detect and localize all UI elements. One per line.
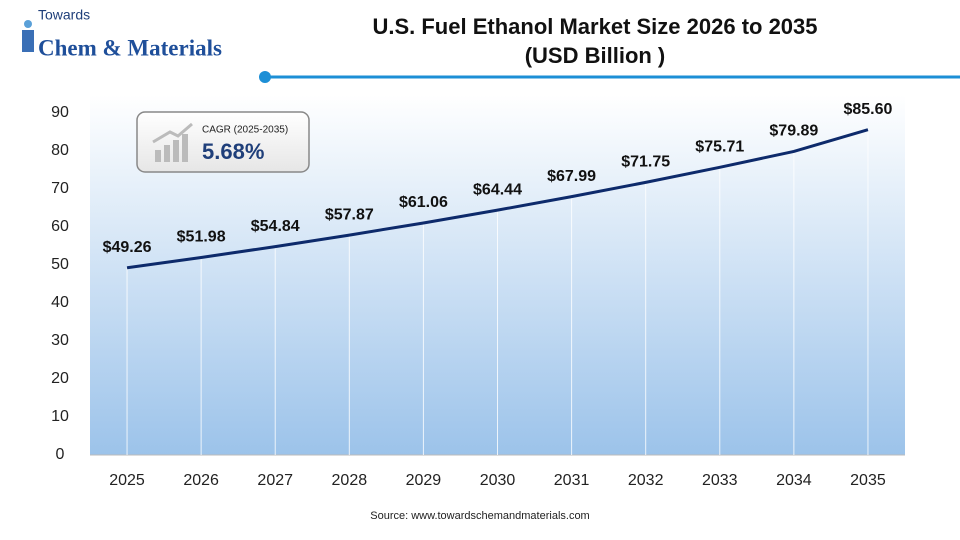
cagr-icon bbox=[152, 122, 193, 144]
logo-icon bbox=[24, 20, 32, 28]
data-label: $64.44 bbox=[473, 181, 522, 198]
data-label: $51.98 bbox=[177, 229, 226, 246]
y-tick-label: 60 bbox=[51, 218, 69, 235]
cagr-label: CAGR (2025-2035) bbox=[202, 125, 288, 136]
cagr-box: CAGR (2025-2035) 5.68% bbox=[136, 111, 310, 173]
logo: Towards Chem & Materials bbox=[22, 7, 222, 60]
data-label: $61.06 bbox=[399, 194, 448, 211]
x-tick-label: 2026 bbox=[183, 472, 219, 489]
x-tick-label: 2033 bbox=[702, 472, 738, 489]
y-tick-label: 40 bbox=[51, 294, 69, 311]
x-tick-label: 2030 bbox=[480, 472, 516, 489]
data-label: $57.87 bbox=[325, 206, 374, 223]
y-tick-label: 10 bbox=[51, 408, 69, 425]
cagr-icon bbox=[155, 150, 161, 162]
y-tick-label: 70 bbox=[51, 180, 69, 197]
source: Source: www.towardschemandmaterials.com bbox=[370, 510, 589, 522]
y-tick-label: 30 bbox=[51, 332, 69, 349]
logo-text: Towards bbox=[38, 7, 90, 23]
cagr-icon bbox=[173, 140, 179, 162]
x-tick-label: 2029 bbox=[406, 472, 442, 489]
y-tick-label: 80 bbox=[51, 142, 69, 159]
x-tick-label: 2035 bbox=[850, 472, 886, 489]
data-label: $75.71 bbox=[695, 139, 744, 156]
x-tick-label: 2027 bbox=[257, 472, 293, 489]
y-tick-label: 90 bbox=[51, 104, 69, 121]
cagr-icon bbox=[164, 145, 170, 162]
title-rule-dot bbox=[259, 71, 271, 83]
cagr-icon bbox=[182, 134, 188, 162]
data-label: $67.99 bbox=[547, 168, 596, 185]
data-label: $71.75 bbox=[621, 154, 670, 171]
data-label: $85.60 bbox=[843, 101, 892, 118]
y-tick-label: 50 bbox=[51, 256, 69, 273]
logo-text: Chem & Materials bbox=[38, 35, 222, 60]
line bbox=[126, 128, 869, 270]
chart-subtitle: (USD Billion ) bbox=[525, 43, 666, 68]
y-tick-label: 0 bbox=[56, 446, 65, 463]
data-label: $79.89 bbox=[769, 123, 818, 140]
data-label: $49.26 bbox=[103, 239, 152, 256]
x-tick-label: 2028 bbox=[332, 472, 368, 489]
x-tick-label: 2032 bbox=[628, 472, 664, 489]
logo-icon bbox=[22, 30, 34, 52]
data-label: $54.84 bbox=[251, 218, 300, 235]
chart-title: U.S. Fuel Ethanol Market Size 2026 to 20… bbox=[372, 14, 817, 39]
x-tick-label: 2034 bbox=[776, 472, 812, 489]
cagr-value: 5.68% bbox=[202, 139, 264, 164]
x-tick-label: 2031 bbox=[554, 472, 590, 489]
cagr-frame bbox=[136, 111, 310, 173]
x-tick-label: 2025 bbox=[109, 472, 145, 489]
y-tick-label: 20 bbox=[51, 370, 69, 387]
